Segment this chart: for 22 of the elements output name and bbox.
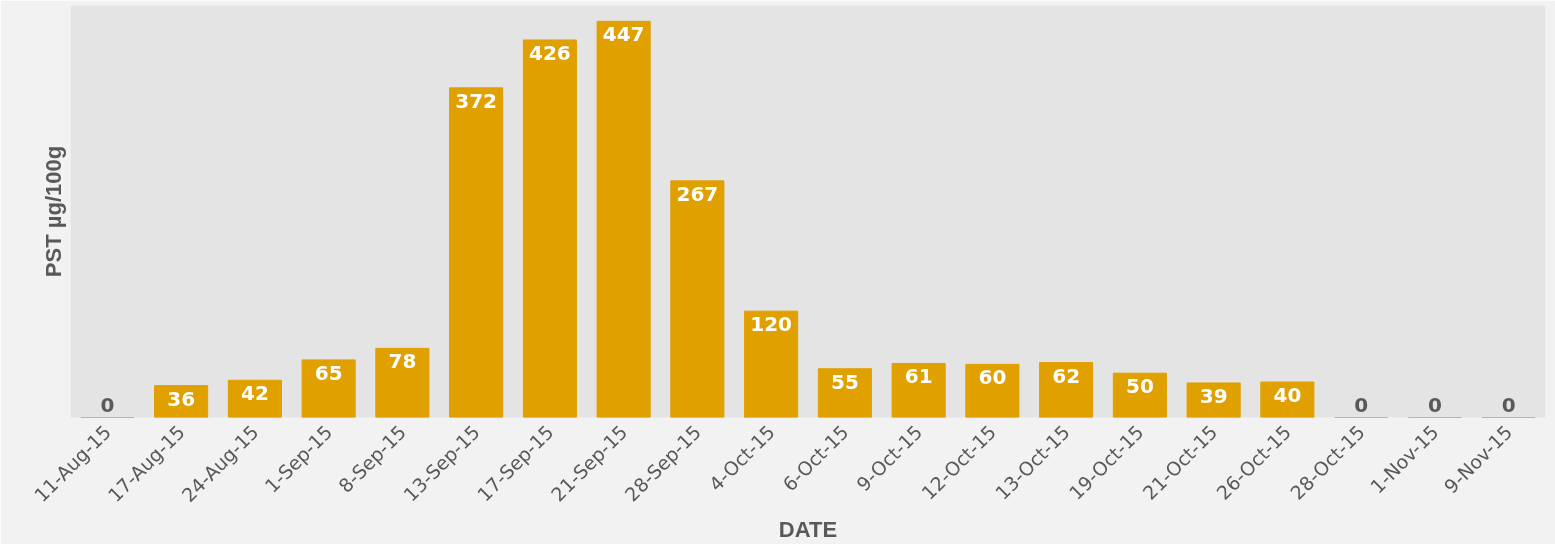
- data-label: 39: [1199, 383, 1228, 408]
- data-label: 62: [1052, 363, 1081, 388]
- data-label: 61: [904, 364, 933, 389]
- data-label: 0: [100, 392, 115, 417]
- data-label: 78: [388, 349, 417, 374]
- data-label: 0: [1501, 392, 1516, 417]
- data-label: 50: [1125, 374, 1154, 399]
- data-label: 42: [240, 381, 269, 406]
- x-axis-title: DATE: [778, 516, 838, 542]
- data-label: 0: [1354, 392, 1369, 417]
- data-label: 426: [529, 40, 571, 65]
- data-label: 55: [830, 369, 859, 394]
- data-label: 60: [978, 365, 1007, 390]
- data-label: 447: [602, 22, 645, 47]
- data-label: 40: [1273, 383, 1302, 408]
- data-label: 267: [676, 181, 719, 206]
- data-label: 120: [750, 312, 792, 337]
- data-label: 372: [455, 88, 497, 113]
- data-label: 0: [1427, 392, 1442, 417]
- y-axis-title: PST µg/100g: [40, 145, 66, 278]
- data-label: 65: [314, 360, 343, 385]
- data-label: 36: [167, 386, 196, 411]
